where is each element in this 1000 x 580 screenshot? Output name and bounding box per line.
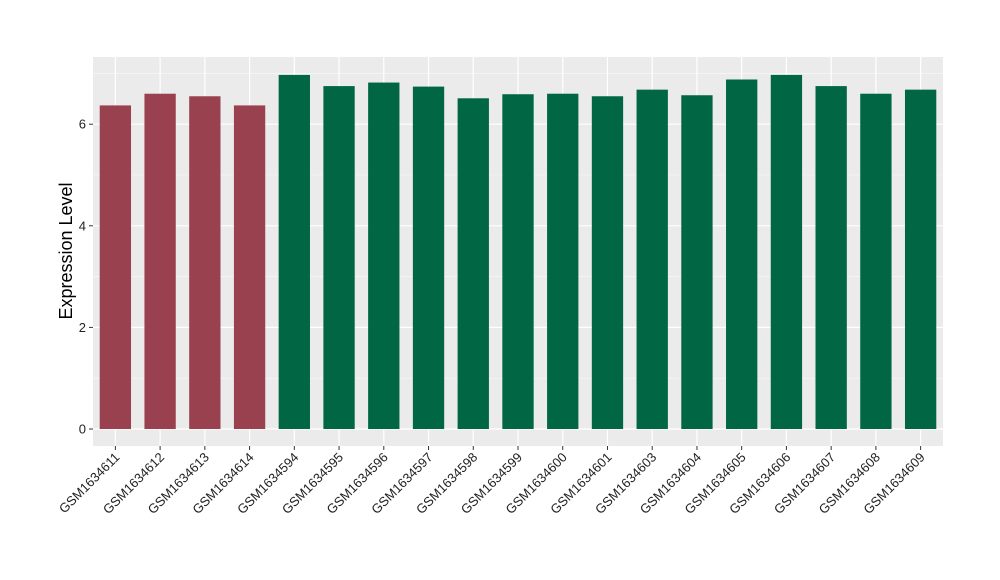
- y-tick-label: 6: [79, 117, 86, 132]
- bars: [99, 74, 937, 430]
- bar-GSM1634594: [278, 74, 310, 429]
- bar-GSM1634603: [636, 89, 668, 429]
- bar-GSM1634606: [770, 74, 803, 429]
- x-axis: GSM1634611GSM1634612GSM1634613GSM1634614…: [56, 446, 928, 517]
- y-axis-title: Expression Level: [56, 182, 76, 319]
- bar-GSM1634599: [502, 94, 534, 429]
- bar-GSM1634600: [547, 93, 579, 429]
- bar-GSM1634609: [904, 89, 937, 429]
- bar-GSM1634613: [189, 96, 221, 429]
- y-tick-label: 0: [79, 422, 86, 437]
- bar-GSM1634597: [412, 86, 445, 429]
- bar-GSM1634608: [860, 93, 892, 429]
- bar-GSM1634607: [815, 86, 847, 429]
- y-axis: 0 2 4 6: [79, 117, 93, 437]
- bar-GSM1634596: [368, 82, 400, 429]
- y-tick-label: 4: [79, 218, 86, 233]
- bar-GSM1634598: [457, 98, 489, 430]
- y-tick-label: 2: [79, 320, 86, 335]
- bar-GSM1634595: [323, 86, 355, 429]
- bar-GSM1634614: [233, 105, 266, 430]
- bar-GSM1634601: [591, 96, 624, 429]
- bar-GSM1634605: [726, 79, 758, 429]
- bar-GSM1634611: [99, 105, 132, 430]
- bar-GSM1634604: [681, 95, 713, 429]
- bar-GSM1634612: [144, 93, 176, 429]
